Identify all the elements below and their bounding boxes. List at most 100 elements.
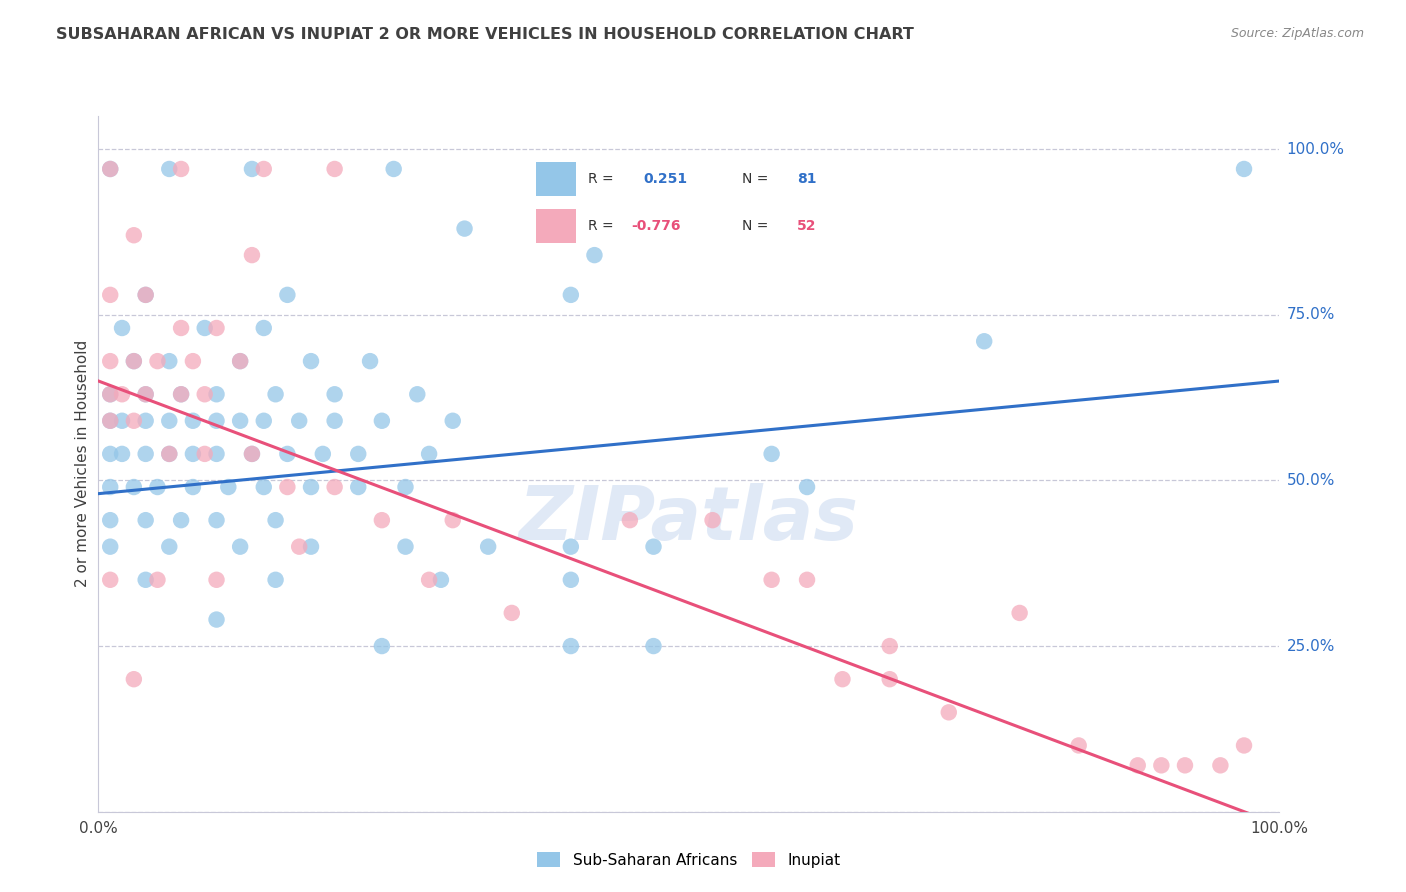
Point [98, 540, 121, 554]
Point [111, 414, 134, 428]
Point [643, 639, 665, 653]
Point [157, 447, 180, 461]
Point [157, 540, 180, 554]
Point [98, 447, 121, 461]
Point [1150, 758, 1173, 772]
Point [229, 414, 252, 428]
Text: 52: 52 [797, 219, 817, 233]
Point [98, 513, 121, 527]
Point [194, 321, 217, 335]
Point [253, 321, 276, 335]
Point [205, 447, 228, 461]
Point [276, 288, 298, 302]
Point [418, 447, 440, 461]
Point [111, 321, 134, 335]
Point [312, 447, 335, 461]
Point [135, 288, 157, 302]
Point [122, 414, 145, 428]
Point [146, 354, 169, 368]
Point [122, 354, 145, 368]
Point [205, 513, 228, 527]
Point [181, 414, 204, 428]
Point [194, 387, 217, 401]
Point [418, 573, 440, 587]
Point [135, 573, 157, 587]
Point [122, 354, 145, 368]
Point [194, 447, 217, 461]
Point [135, 387, 157, 401]
Point [240, 248, 263, 262]
Point [253, 480, 276, 494]
Text: SUBSAHARAN AFRICAN VS INUPIAT 2 OR MORE VEHICLES IN HOUSEHOLD CORRELATION CHART: SUBSAHARAN AFRICAN VS INUPIAT 2 OR MORE … [56, 27, 914, 42]
Point [98, 414, 121, 428]
Text: 100.0%: 100.0% [1286, 142, 1344, 157]
Text: 25.0%: 25.0% [1286, 639, 1334, 654]
Point [323, 414, 346, 428]
Point [1174, 758, 1197, 772]
Point [347, 447, 370, 461]
Point [253, 414, 276, 428]
Point [761, 447, 783, 461]
Point [135, 447, 157, 461]
Point [299, 480, 322, 494]
Point [170, 161, 193, 176]
Point [371, 513, 394, 527]
Point [205, 321, 228, 335]
Point [583, 248, 606, 262]
Point [157, 354, 180, 368]
Point [702, 513, 724, 527]
Point [98, 354, 121, 368]
Point [181, 354, 204, 368]
Text: 81: 81 [797, 172, 817, 186]
Point [879, 639, 901, 653]
Point [217, 480, 239, 494]
Point [98, 288, 121, 302]
Point [170, 513, 193, 527]
Point [382, 161, 405, 176]
Point [111, 387, 134, 401]
Point [1233, 739, 1256, 753]
Point [394, 540, 416, 554]
Point [619, 513, 641, 527]
Point [796, 480, 818, 494]
Point [796, 573, 818, 587]
Point [111, 447, 134, 461]
Text: R =: R = [588, 219, 613, 233]
Point [98, 573, 121, 587]
Point [560, 540, 582, 554]
Point [288, 414, 311, 428]
Point [98, 161, 121, 176]
Point [299, 540, 322, 554]
Point [406, 387, 429, 401]
Point [560, 639, 582, 653]
Point [146, 573, 169, 587]
Point [264, 513, 287, 527]
Point [122, 480, 145, 494]
Text: ZIPatlas: ZIPatlas [519, 483, 859, 556]
Point [181, 447, 204, 461]
Point [1233, 161, 1256, 176]
Point [146, 480, 169, 494]
Point [323, 387, 346, 401]
Point [347, 480, 370, 494]
Text: 50.0%: 50.0% [1286, 473, 1334, 488]
Point [240, 161, 263, 176]
Point [761, 573, 783, 587]
Point [98, 387, 121, 401]
Point [205, 613, 228, 627]
Point [264, 387, 287, 401]
Point [122, 228, 145, 243]
Point [371, 639, 394, 653]
Point [501, 606, 523, 620]
Point [299, 354, 322, 368]
Text: -0.776: -0.776 [631, 219, 681, 233]
Point [157, 447, 180, 461]
Point [973, 334, 995, 349]
Point [264, 573, 287, 587]
Y-axis label: 2 or more Vehicles in Household: 2 or more Vehicles in Household [75, 340, 90, 588]
Point [371, 414, 394, 428]
Point [560, 573, 582, 587]
Point [453, 221, 475, 235]
Legend: Sub-Saharan Africans, Inupiat: Sub-Saharan Africans, Inupiat [531, 846, 846, 873]
Point [157, 161, 180, 176]
